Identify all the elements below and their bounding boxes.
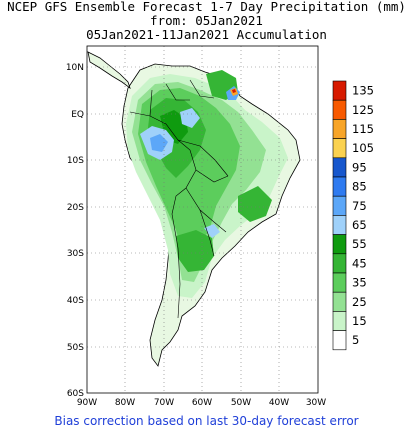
map-content — [87, 51, 301, 367]
lat-label: 60S — [67, 389, 84, 399]
legend-label: 25 — [352, 295, 367, 309]
legend-label: 125 — [352, 103, 374, 117]
lat-label: EQ — [71, 110, 84, 120]
legend-label: 15 — [352, 314, 367, 328]
lon-label: 40W — [269, 398, 289, 408]
title-line-1: NCEP GFS Ensemble Forecast 1-7 Day Preci… — [7, 0, 406, 14]
central-america — [87, 51, 131, 90]
legend-swatch — [332, 253, 347, 274]
legend-swatch — [332, 291, 347, 312]
lon-label: 30W — [306, 398, 326, 408]
lat-label: 10N — [66, 63, 84, 73]
legend-swatch — [332, 272, 347, 293]
legend-label: 115 — [352, 122, 374, 136]
lon-label: 80W — [115, 398, 135, 408]
precip-heavy-peak — [232, 89, 236, 93]
precip-blue-south — [204, 224, 220, 238]
legend-swatch — [332, 119, 347, 139]
title-line-3: 05Jan2021-11Jan2021 Accumulation — [86, 27, 327, 42]
precip-south — [176, 230, 214, 272]
map-frame — [86, 45, 319, 394]
legend-label: 5 — [352, 333, 359, 347]
lon-label: 50W — [231, 398, 251, 408]
legend-label: 105 — [352, 141, 374, 155]
precip-blue-peru-core — [150, 134, 168, 152]
legend-label: 85 — [352, 180, 367, 194]
precip-blue-amazon — [180, 108, 200, 128]
legend-label: 65 — [352, 218, 367, 232]
title-line-2: from: 05Jan2021 — [150, 13, 263, 28]
precip-southeast — [238, 186, 272, 222]
legend-swatch — [332, 138, 347, 159]
legend-swatch — [332, 195, 347, 216]
graticule — [87, 46, 318, 393]
legend-swatch — [332, 311, 347, 331]
legend-label: 95 — [352, 160, 367, 174]
lon-label: 60W — [192, 398, 212, 408]
legend-swatch — [332, 176, 347, 197]
bias-correction-note: Bias correction based on last 30-day for… — [54, 414, 359, 428]
legend-swatch — [332, 215, 347, 235]
legend-label: 45 — [352, 256, 367, 270]
lat-label: 10S — [67, 156, 84, 166]
lat-label: 50S — [67, 343, 84, 353]
lon-label: 70W — [154, 398, 174, 408]
legend-swatch — [332, 234, 347, 255]
legend-swatch — [332, 330, 347, 351]
legend-label: 75 — [352, 199, 367, 213]
lat-label: 20S — [67, 203, 84, 213]
legend-swatch — [332, 157, 347, 178]
legend-label: 35 — [352, 276, 367, 290]
legend-label: 135 — [352, 84, 374, 98]
legend-swatch — [332, 99, 347, 120]
lat-label: 40S — [67, 296, 84, 306]
lat-label: 30S — [67, 249, 84, 259]
lon-label: 90W — [77, 398, 97, 408]
legend-swatch — [332, 80, 347, 101]
legend-label: 55 — [352, 237, 367, 251]
